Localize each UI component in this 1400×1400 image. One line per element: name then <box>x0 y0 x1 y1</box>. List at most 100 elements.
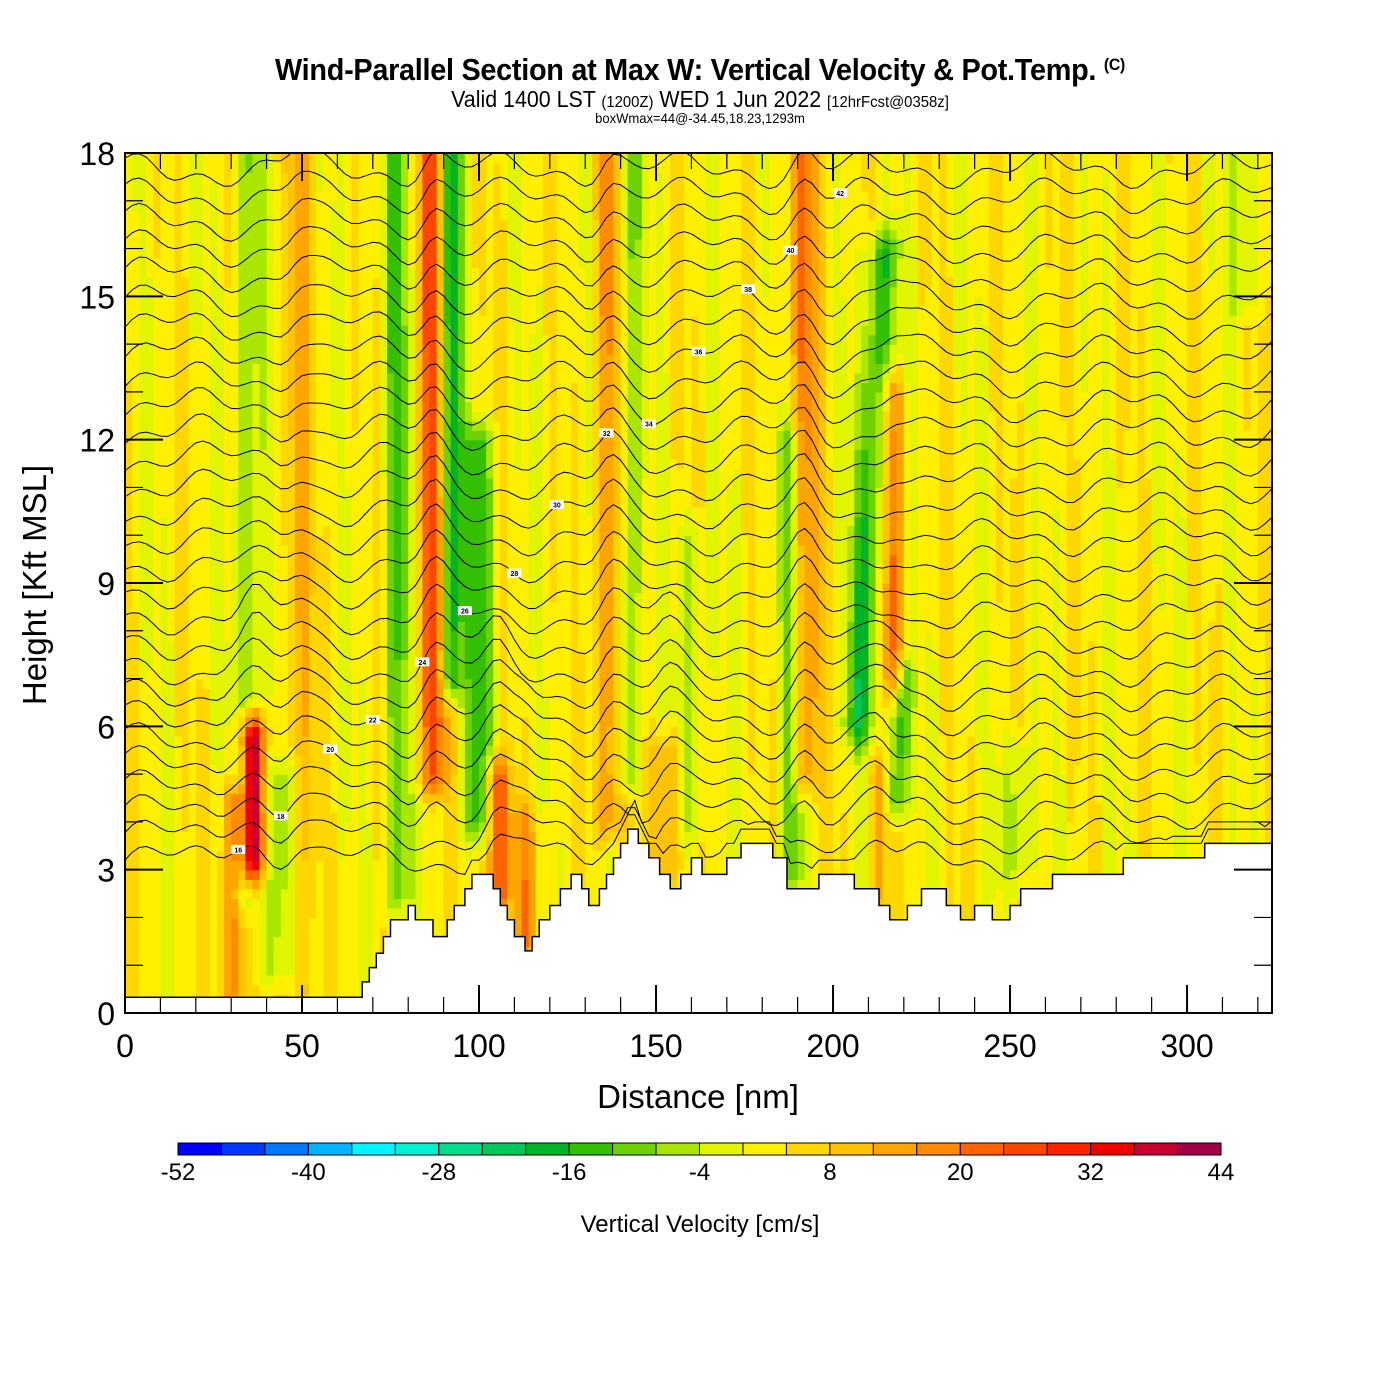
field-cell <box>125 965 140 976</box>
field-cell <box>1052 821 1068 833</box>
field-cell <box>698 630 707 641</box>
field-cell <box>776 707 785 718</box>
field-cell <box>585 812 593 823</box>
field-cell <box>365 745 374 756</box>
field-cell <box>210 850 218 861</box>
field-cell <box>415 831 423 842</box>
field-cell <box>599 764 608 775</box>
field-cell <box>825 669 834 680</box>
field-cell <box>967 802 976 813</box>
field-cell <box>309 716 331 727</box>
field-cell <box>401 688 409 699</box>
field-cell <box>415 630 423 641</box>
field-cell <box>1052 793 1068 804</box>
field-cell <box>429 573 438 584</box>
field-cell <box>1095 697 1103 708</box>
field-cell <box>174 917 197 928</box>
field-cell <box>266 764 296 775</box>
field-cell <box>500 697 508 708</box>
field-cell <box>365 678 374 689</box>
field-cell <box>854 630 870 641</box>
field-cell <box>925 783 940 794</box>
field-cell <box>507 888 523 899</box>
field-cell <box>634 697 643 708</box>
field-cell <box>748 592 756 603</box>
field-cell <box>125 984 140 995</box>
field-cell <box>833 716 841 727</box>
field-cell <box>748 726 756 737</box>
field-cell <box>252 802 261 813</box>
field-cell <box>210 630 225 641</box>
field-cell <box>641 793 650 804</box>
field-cell <box>1215 602 1224 613</box>
field-cell <box>309 678 331 689</box>
field-cell <box>1151 821 1174 833</box>
field-cell <box>840 831 848 842</box>
field-cell <box>726 649 742 661</box>
field-cell <box>592 764 600 775</box>
field-cell <box>231 974 239 985</box>
field-cell <box>868 841 877 852</box>
field-cell <box>599 602 615 613</box>
field-cell <box>1264 649 1272 661</box>
field-cell <box>677 802 685 813</box>
field-cell <box>1116 678 1138 689</box>
field-cell <box>656 611 671 622</box>
field-cell <box>1066 812 1075 823</box>
field-cell <box>549 735 572 747</box>
field-cell <box>719 573 728 584</box>
field-cell <box>1172 640 1188 651</box>
field-cell <box>535 669 544 680</box>
field-cell <box>238 745 246 756</box>
field-cell <box>252 669 275 680</box>
field-cell <box>1187 850 1209 861</box>
field-cell <box>925 879 940 890</box>
field-cell <box>401 611 409 622</box>
field-cell <box>436 726 445 737</box>
field-cell <box>903 860 926 871</box>
field-cell <box>1236 563 1259 575</box>
field-cell <box>585 649 593 661</box>
field-cell <box>273 831 289 842</box>
field-cell <box>521 888 530 899</box>
field-cell <box>1187 592 1202 603</box>
field-cell <box>457 621 466 632</box>
field-cell <box>401 831 416 842</box>
field-cell <box>571 592 579 603</box>
field-cell <box>500 630 508 641</box>
field-cell <box>443 802 459 813</box>
field-cell <box>1116 592 1138 603</box>
field-cell <box>953 544 976 555</box>
field-cell <box>953 869 962 880</box>
field-cell <box>641 774 650 785</box>
field-cell <box>252 726 261 737</box>
field-cell <box>174 544 190 555</box>
field-cell <box>1222 592 1238 603</box>
field-cell <box>401 716 409 727</box>
field-cell <box>1038 735 1054 747</box>
field-cell <box>457 659 466 670</box>
field-cell <box>535 821 572 833</box>
field-cell <box>741 611 749 622</box>
field-cell <box>1038 831 1054 842</box>
field-cell <box>188 726 197 737</box>
field-cell <box>210 869 218 880</box>
field-cell <box>755 697 770 708</box>
field-cell <box>613 678 622 689</box>
field-cell <box>160 544 169 555</box>
field-cell <box>401 745 409 756</box>
field-cell <box>620 554 629 565</box>
field-cell <box>656 716 678 727</box>
field-cell <box>330 707 338 718</box>
field-cell <box>1264 659 1272 670</box>
field-cell <box>195 907 211 919</box>
field-cell <box>372 563 381 575</box>
field-cell <box>238 888 254 899</box>
field-cell <box>309 707 331 718</box>
field-cell <box>457 649 466 661</box>
field-cell <box>833 812 841 823</box>
field-cell <box>656 688 685 699</box>
field-cell <box>294 965 310 976</box>
field-cell <box>1087 697 1096 708</box>
field-cell <box>408 755 416 766</box>
